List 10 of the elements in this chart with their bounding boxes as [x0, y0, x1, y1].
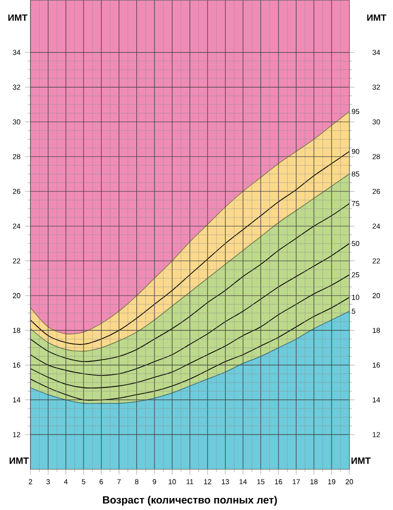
line-series — [30, 296, 350, 401]
line-series — [30, 274, 350, 388]
text: ИМТ — [10, 458, 30, 464]
line-series — [30, 243, 350, 376]
line-series — [30, 203, 350, 362]
text: ИМТ — [352, 458, 371, 464]
y-axis-title: ИМТ — [8, 14, 28, 21]
y2-axis-title: ИМТ — [367, 14, 387, 21]
x-axis-title: Возраст (количество полных лет) — [103, 496, 278, 506]
line-series — [30, 151, 350, 345]
